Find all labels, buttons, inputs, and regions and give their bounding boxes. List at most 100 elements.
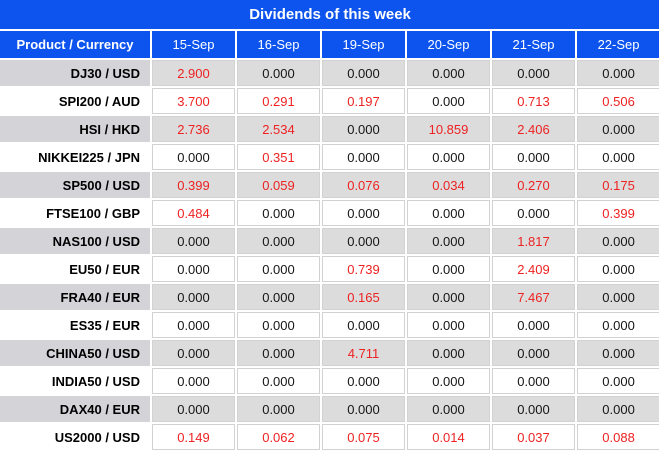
dividend-value-cell: 0.000 [237, 396, 320, 422]
column-header-row: Product / Currency 15-Sep 16-Sep 19-Sep … [0, 31, 659, 58]
dividend-value-cell: 0.149 [152, 424, 235, 450]
dividend-value-cell: 0.000 [152, 284, 235, 310]
dividend-value-cell: 0.399 [577, 200, 659, 226]
table-row: CHINA50 / USD 0.000 0.000 4.711 0.000 0.000 0.… [0, 340, 659, 366]
dividend-value-cell: 0.000 [577, 144, 659, 170]
dividend-value-cell: 0.000 [492, 312, 575, 338]
dividend-value-cell: 0.000 [577, 60, 659, 86]
product-cell: HSI / HKD [0, 116, 150, 142]
dividend-value-cell: 0.000 [152, 340, 235, 366]
dividend-value-cell: 0.000 [322, 396, 405, 422]
dividend-value-cell: 0.000 [577, 284, 659, 310]
dividend-value-cell: 0.000 [237, 228, 320, 254]
dividend-value-cell: 0.000 [577, 116, 659, 142]
dividend-value-cell: 0.059 [237, 172, 320, 198]
product-cell: DJ30 / USD [0, 60, 150, 86]
table-row: SPI200 / AUD 3.700 0.291 0.197 0.000 0.713 0.5… [0, 88, 659, 114]
dividend-value-cell: 0.000 [152, 368, 235, 394]
dividend-value-cell: 0.000 [407, 88, 490, 114]
dividend-value-cell: 0.000 [577, 256, 659, 282]
date-header: 16-Sep [237, 31, 320, 58]
dividend-value-cell: 0.000 [152, 228, 235, 254]
product-cell: SPI200 / AUD [0, 88, 150, 114]
table-row: INDIA50 / USD 0.000 0.000 0.000 0.000 0.000 0.… [0, 368, 659, 394]
dividend-value-cell: 0.000 [492, 340, 575, 366]
table-row: SP500 / USD 0.399 0.059 0.076 0.034 0.270 0.17… [0, 172, 659, 198]
dividend-value-cell: 0.075 [322, 424, 405, 450]
dividend-value-cell: 0.000 [237, 256, 320, 282]
dividend-value-cell: 0.000 [322, 116, 405, 142]
product-cell: SP500 / USD [0, 172, 150, 198]
dividend-value-cell: 0.506 [577, 88, 659, 114]
product-cell: NIKKEI225 / JPN [0, 144, 150, 170]
dividend-value-cell: 0.291 [237, 88, 320, 114]
table-title: Dividends of this week [0, 0, 659, 29]
dividend-value-cell: 0.000 [492, 396, 575, 422]
dividend-value-cell: 0.000 [492, 368, 575, 394]
dividend-value-cell: 2.736 [152, 116, 235, 142]
product-cell: EU50 / EUR [0, 256, 150, 282]
date-header: 20-Sep [407, 31, 490, 58]
dividend-value-cell: 2.406 [492, 116, 575, 142]
dividend-value-cell: 0.062 [237, 424, 320, 450]
dividend-value-cell: 0.014 [407, 424, 490, 450]
dividend-value-cell: 0.000 [577, 312, 659, 338]
dividend-value-cell: 0.000 [237, 200, 320, 226]
table-row: FRA40 / EUR 0.000 0.000 0.165 0.000 7.467 0.00… [0, 284, 659, 310]
dividend-value-cell: 0.000 [407, 60, 490, 86]
dividend-value-cell: 0.000 [322, 368, 405, 394]
dividend-value-cell: 0.197 [322, 88, 405, 114]
dividend-value-cell: 0.175 [577, 172, 659, 198]
dividend-value-cell: 0.000 [577, 340, 659, 366]
dividend-value-cell: 0.000 [237, 312, 320, 338]
dividend-value-cell: 0.000 [152, 256, 235, 282]
dividend-value-cell: 0.000 [407, 144, 490, 170]
dividend-value-cell: 0.399 [152, 172, 235, 198]
table-row: ES35 / EUR 0.000 0.000 0.000 0.000 0.000 0.000 [0, 312, 659, 338]
dividend-value-cell: 0.000 [152, 144, 235, 170]
dividend-value-cell: 0.000 [577, 368, 659, 394]
dividend-value-cell: 0.000 [492, 200, 575, 226]
table-row: HSI / HKD 2.736 2.534 0.000 10.859 2.406 0.000 [0, 116, 659, 142]
dividend-value-cell: 0.000 [237, 60, 320, 86]
dividend-value-cell: 0.000 [577, 396, 659, 422]
dividend-value-cell: 0.000 [407, 256, 490, 282]
dividend-value-cell: 0.000 [407, 396, 490, 422]
table-row: EU50 / EUR 0.000 0.000 0.739 0.000 2.409 0.000 [0, 256, 659, 282]
dividend-value-cell: 0.484 [152, 200, 235, 226]
dividend-value-cell: 4.711 [322, 340, 405, 366]
table-row: FTSE100 / GBP 0.484 0.000 0.000 0.000 0.000 0.… [0, 200, 659, 226]
dividend-value-cell: 0.270 [492, 172, 575, 198]
table-row: NAS100 / USD 0.000 0.000 0.000 0.000 1.817 0.0… [0, 228, 659, 254]
dividend-value-cell: 0.076 [322, 172, 405, 198]
dividend-value-cell: 3.700 [152, 88, 235, 114]
dividend-value-cell: 2.409 [492, 256, 575, 282]
title-row: Dividends of this week [0, 0, 659, 29]
dividend-value-cell: 0.088 [577, 424, 659, 450]
product-cell: INDIA50 / USD [0, 368, 150, 394]
product-cell: CHINA50 / USD [0, 340, 150, 366]
table-row: DJ30 / USD 2.900 0.000 0.000 0.000 0.000 0.000 [0, 60, 659, 86]
dividend-value-cell: 0.000 [407, 312, 490, 338]
product-currency-header: Product / Currency [0, 31, 150, 58]
dividend-value-cell: 1.817 [492, 228, 575, 254]
dividend-value-cell: 0.000 [492, 144, 575, 170]
dividend-value-cell: 0.037 [492, 424, 575, 450]
product-cell: US2000 / USD [0, 424, 150, 450]
dividend-value-cell: 0.000 [152, 312, 235, 338]
date-header: 22-Sep [577, 31, 659, 58]
dividend-value-cell: 0.739 [322, 256, 405, 282]
date-header: 21-Sep [492, 31, 575, 58]
dividend-value-cell: 0.000 [237, 368, 320, 394]
dividend-value-cell: 2.534 [237, 116, 320, 142]
table-row: DAX40 / EUR 0.000 0.000 0.000 0.000 0.000 0.00… [0, 396, 659, 422]
dividend-value-cell: 0.713 [492, 88, 575, 114]
table-row: US2000 / USD 0.149 0.062 0.075 0.014 0.037 0.0… [0, 424, 659, 450]
dividend-value-cell: 7.467 [492, 284, 575, 310]
product-cell: ES35 / EUR [0, 312, 150, 338]
dividend-value-cell: 0.000 [322, 312, 405, 338]
dividend-value-cell: 0.000 [322, 144, 405, 170]
dividend-value-cell: 0.000 [492, 60, 575, 86]
dividend-value-cell: 0.000 [577, 228, 659, 254]
product-cell: FRA40 / EUR [0, 284, 150, 310]
